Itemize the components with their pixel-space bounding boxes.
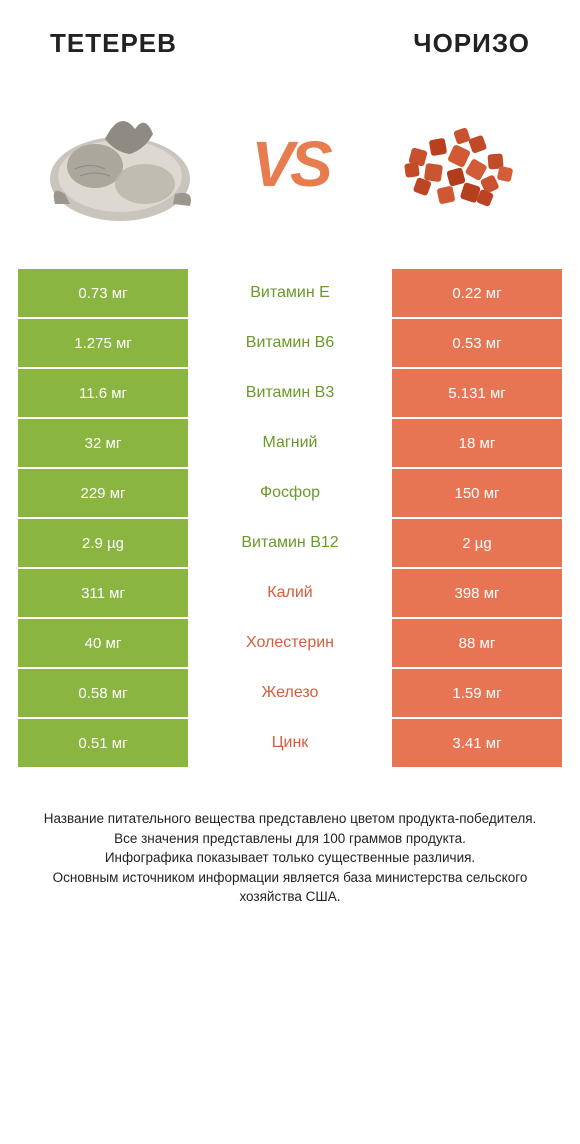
cell-left-value: 32 мг <box>18 419 188 467</box>
image-right <box>360 84 550 244</box>
table-row: 311 мгКалий398 мг <box>18 569 562 619</box>
cell-nutrient-name: Цинк <box>188 719 392 767</box>
cell-left-value: 1.275 мг <box>18 319 188 367</box>
cell-nutrient-name: Фосфор <box>188 469 392 517</box>
cell-left-value: 0.58 мг <box>18 669 188 717</box>
cell-left-value: 40 мг <box>18 619 188 667</box>
cell-nutrient-name: Витамин B12 <box>188 519 392 567</box>
table-row: 11.6 мгВитамин B35.131 мг <box>18 369 562 419</box>
table-row: 0.51 мгЦинк3.41 мг <box>18 719 562 769</box>
cell-right-value: 3.41 мг <box>392 719 562 767</box>
header: ТЕТЕРЕВ ЧОРИЗО <box>0 0 580 69</box>
cell-right-value: 0.22 мг <box>392 269 562 317</box>
cell-nutrient-name: Витамин B3 <box>188 369 392 417</box>
footer: Название питательного вещества представл… <box>0 769 580 907</box>
cell-left-value: 0.73 мг <box>18 269 188 317</box>
table-row: 1.275 мгВитамин B60.53 мг <box>18 319 562 369</box>
title-right: ЧОРИЗО <box>413 28 530 59</box>
cell-right-value: 150 мг <box>392 469 562 517</box>
cell-left-value: 229 мг <box>18 469 188 517</box>
cell-right-value: 88 мг <box>392 619 562 667</box>
footer-line-1: Название питательного вещества представл… <box>30 809 550 829</box>
footer-line-4: Основным источником информации является … <box>30 868 550 907</box>
images-row: VS <box>0 69 580 269</box>
cell-nutrient-name: Магний <box>188 419 392 467</box>
comparison-table: 0.73 мгВитамин E0.22 мг1.275 мгВитамин B… <box>18 269 562 769</box>
cell-nutrient-name: Витамин E <box>188 269 392 317</box>
title-left: ТЕТЕРЕВ <box>50 28 177 59</box>
table-row: 32 мгМагний18 мг <box>18 419 562 469</box>
cell-right-value: 18 мг <box>392 419 562 467</box>
table-row: 2.9 µgВитамин B122 µg <box>18 519 562 569</box>
cell-right-value: 0.53 мг <box>392 319 562 367</box>
cell-right-value: 2 µg <box>392 519 562 567</box>
footer-line-3: Инфографика показывает только существенн… <box>30 848 550 868</box>
grouse-icon <box>35 94 215 234</box>
chorizo-icon <box>370 99 540 229</box>
cell-left-value: 2.9 µg <box>18 519 188 567</box>
cell-right-value: 5.131 мг <box>392 369 562 417</box>
footer-line-2: Все значения представлены для 100 граммо… <box>30 829 550 849</box>
cell-left-value: 311 мг <box>18 569 188 617</box>
image-left <box>30 84 220 244</box>
vs-label: VS <box>251 127 328 201</box>
cell-nutrient-name: Железо <box>188 669 392 717</box>
table-row: 40 мгХолестерин88 мг <box>18 619 562 669</box>
cell-nutrient-name: Калий <box>188 569 392 617</box>
cell-right-value: 398 мг <box>392 569 562 617</box>
table-row: 229 мгФосфор150 мг <box>18 469 562 519</box>
cell-right-value: 1.59 мг <box>392 669 562 717</box>
table-row: 0.73 мгВитамин E0.22 мг <box>18 269 562 319</box>
cell-nutrient-name: Холестерин <box>188 619 392 667</box>
cell-left-value: 11.6 мг <box>18 369 188 417</box>
cell-nutrient-name: Витамин B6 <box>188 319 392 367</box>
cell-left-value: 0.51 мг <box>18 719 188 767</box>
table-row: 0.58 мгЖелезо1.59 мг <box>18 669 562 719</box>
